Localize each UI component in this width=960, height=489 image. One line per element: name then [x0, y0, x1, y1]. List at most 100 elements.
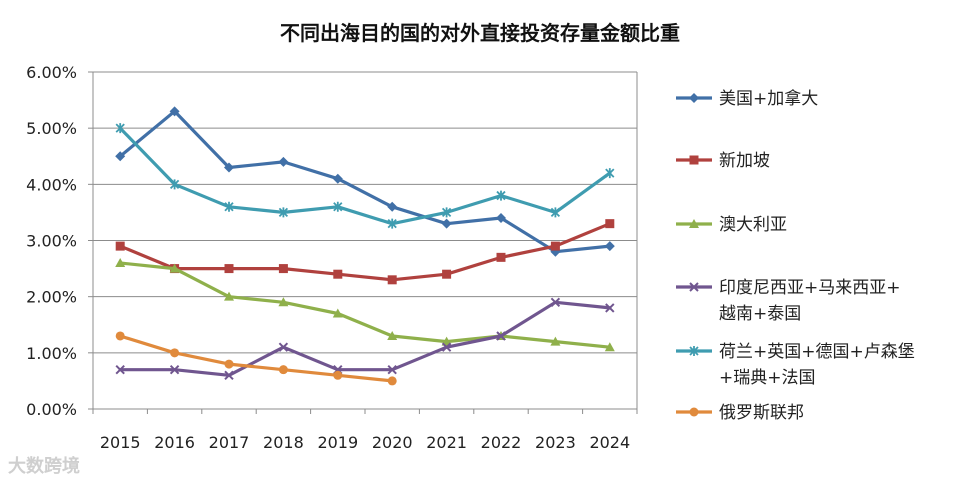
data-point	[689, 219, 699, 228]
legend-label: 俄罗斯联邦	[719, 403, 804, 423]
x-tick-label: 2015	[100, 433, 141, 452]
series-line	[118, 300, 612, 377]
data-point	[550, 297, 561, 307]
data-point	[441, 207, 452, 218]
legend-entry: 澳大利亚	[676, 215, 787, 235]
x-tick-label: 2017	[209, 433, 250, 452]
data-point	[496, 252, 506, 262]
data-point	[170, 348, 180, 358]
data-point	[224, 201, 234, 212]
y-tick-label: 2.00%	[26, 288, 77, 307]
legend-entry: 俄罗斯联邦	[676, 403, 804, 423]
y-tick-label: 0.00%	[26, 400, 77, 419]
data-point	[387, 201, 398, 212]
data-point	[332, 173, 343, 184]
data-point	[332, 308, 343, 318]
data-point	[115, 331, 125, 341]
data-point	[604, 241, 615, 252]
data-point	[224, 359, 234, 369]
gridlines	[93, 71, 637, 410]
axes: 0.00% 1.00% 2.00% 3.00% 4.00% 5.00% 6.00% 2015 2…	[26, 63, 638, 452]
data-point	[496, 331, 506, 341]
legend-label: 新加坡	[719, 151, 770, 171]
data-point	[387, 376, 397, 386]
data-point	[115, 151, 126, 162]
series-新加坡	[115, 219, 615, 285]
data-point	[387, 364, 397, 375]
y-tick-label: 4.00%	[26, 175, 77, 194]
data-point	[278, 297, 289, 307]
data-point	[115, 364, 125, 375]
legend-label: 荷兰+英国+德国+卢森堡	[719, 342, 915, 362]
x-tick-label: 2024	[589, 433, 630, 452]
data-point	[115, 123, 125, 134]
x-tick-label: 2023	[535, 433, 576, 452]
x-tick-label: 2016	[154, 433, 195, 452]
legend-entry: 荷兰+英国+德国+卢森堡 +瑞典+法国	[676, 342, 915, 388]
data-point	[550, 336, 561, 346]
data-point	[278, 365, 288, 375]
data-point	[689, 407, 699, 417]
legend-entry: 印度尼西亚+马来西亚+ 越南+泰国	[676, 278, 901, 324]
data-point	[169, 364, 180, 375]
data-point	[605, 303, 615, 313]
data-point	[689, 346, 699, 356]
data-point	[689, 93, 699, 103]
series-澳大利亚	[115, 257, 615, 352]
data-point	[442, 269, 452, 279]
legend-label: 澳大利亚	[719, 215, 787, 235]
data-point	[169, 263, 180, 273]
data-point	[278, 342, 289, 352]
data-point	[169, 106, 180, 117]
legend-entry: 美国+加拿大	[676, 88, 818, 109]
series-俄罗斯联邦	[115, 331, 397, 386]
legend-label: 越南+泰国	[719, 304, 801, 324]
data-point	[604, 342, 615, 352]
data-point	[115, 257, 126, 267]
data-point	[278, 207, 289, 218]
series-line	[118, 126, 612, 226]
data-point	[333, 269, 343, 279]
watermark: 大数跨境	[8, 456, 80, 477]
series-line	[118, 222, 612, 282]
data-point	[550, 241, 560, 251]
data-point	[278, 264, 288, 274]
series-荷兰+英国+德国+卢森堡+瑞典+法国	[115, 123, 615, 229]
data-point	[496, 213, 506, 224]
data-point	[224, 162, 234, 173]
data-point	[115, 241, 125, 251]
data-point	[496, 190, 506, 201]
legend-label: +瑞典+法国	[719, 368, 816, 388]
data-point	[169, 179, 180, 190]
x-tick-label: 2020	[372, 433, 413, 452]
y-tick-label: 3.00%	[26, 232, 77, 251]
legend-label: 印度尼西亚+马来西亚+	[719, 278, 901, 298]
x-tick-label: 2018	[263, 433, 304, 452]
series-line	[118, 109, 612, 254]
data-point	[224, 264, 234, 274]
series-group	[115, 106, 615, 386]
data-point	[550, 207, 561, 218]
data-point	[605, 219, 615, 229]
x-tick-label: 2019	[317, 433, 358, 452]
series-line	[118, 261, 612, 349]
y-tick-label: 5.00%	[26, 119, 77, 138]
data-point	[441, 218, 452, 229]
chart-title: 不同出海目的国的对外直接投资存量金额比重	[280, 21, 680, 45]
data-point	[224, 291, 234, 301]
data-point	[278, 156, 289, 167]
data-point	[387, 218, 397, 229]
y-tick-label: 6.00%	[26, 63, 77, 82]
x-tick-label: 2022	[481, 433, 522, 452]
x-tick-label: 2021	[426, 433, 467, 452]
data-point	[333, 201, 343, 212]
data-point	[605, 168, 615, 179]
data-point	[387, 330, 398, 340]
data-point	[689, 282, 699, 292]
y-tick-label: 1.00%	[26, 344, 77, 363]
legend-entry: 新加坡	[676, 151, 770, 171]
data-point	[441, 342, 452, 352]
data-point	[333, 370, 343, 380]
